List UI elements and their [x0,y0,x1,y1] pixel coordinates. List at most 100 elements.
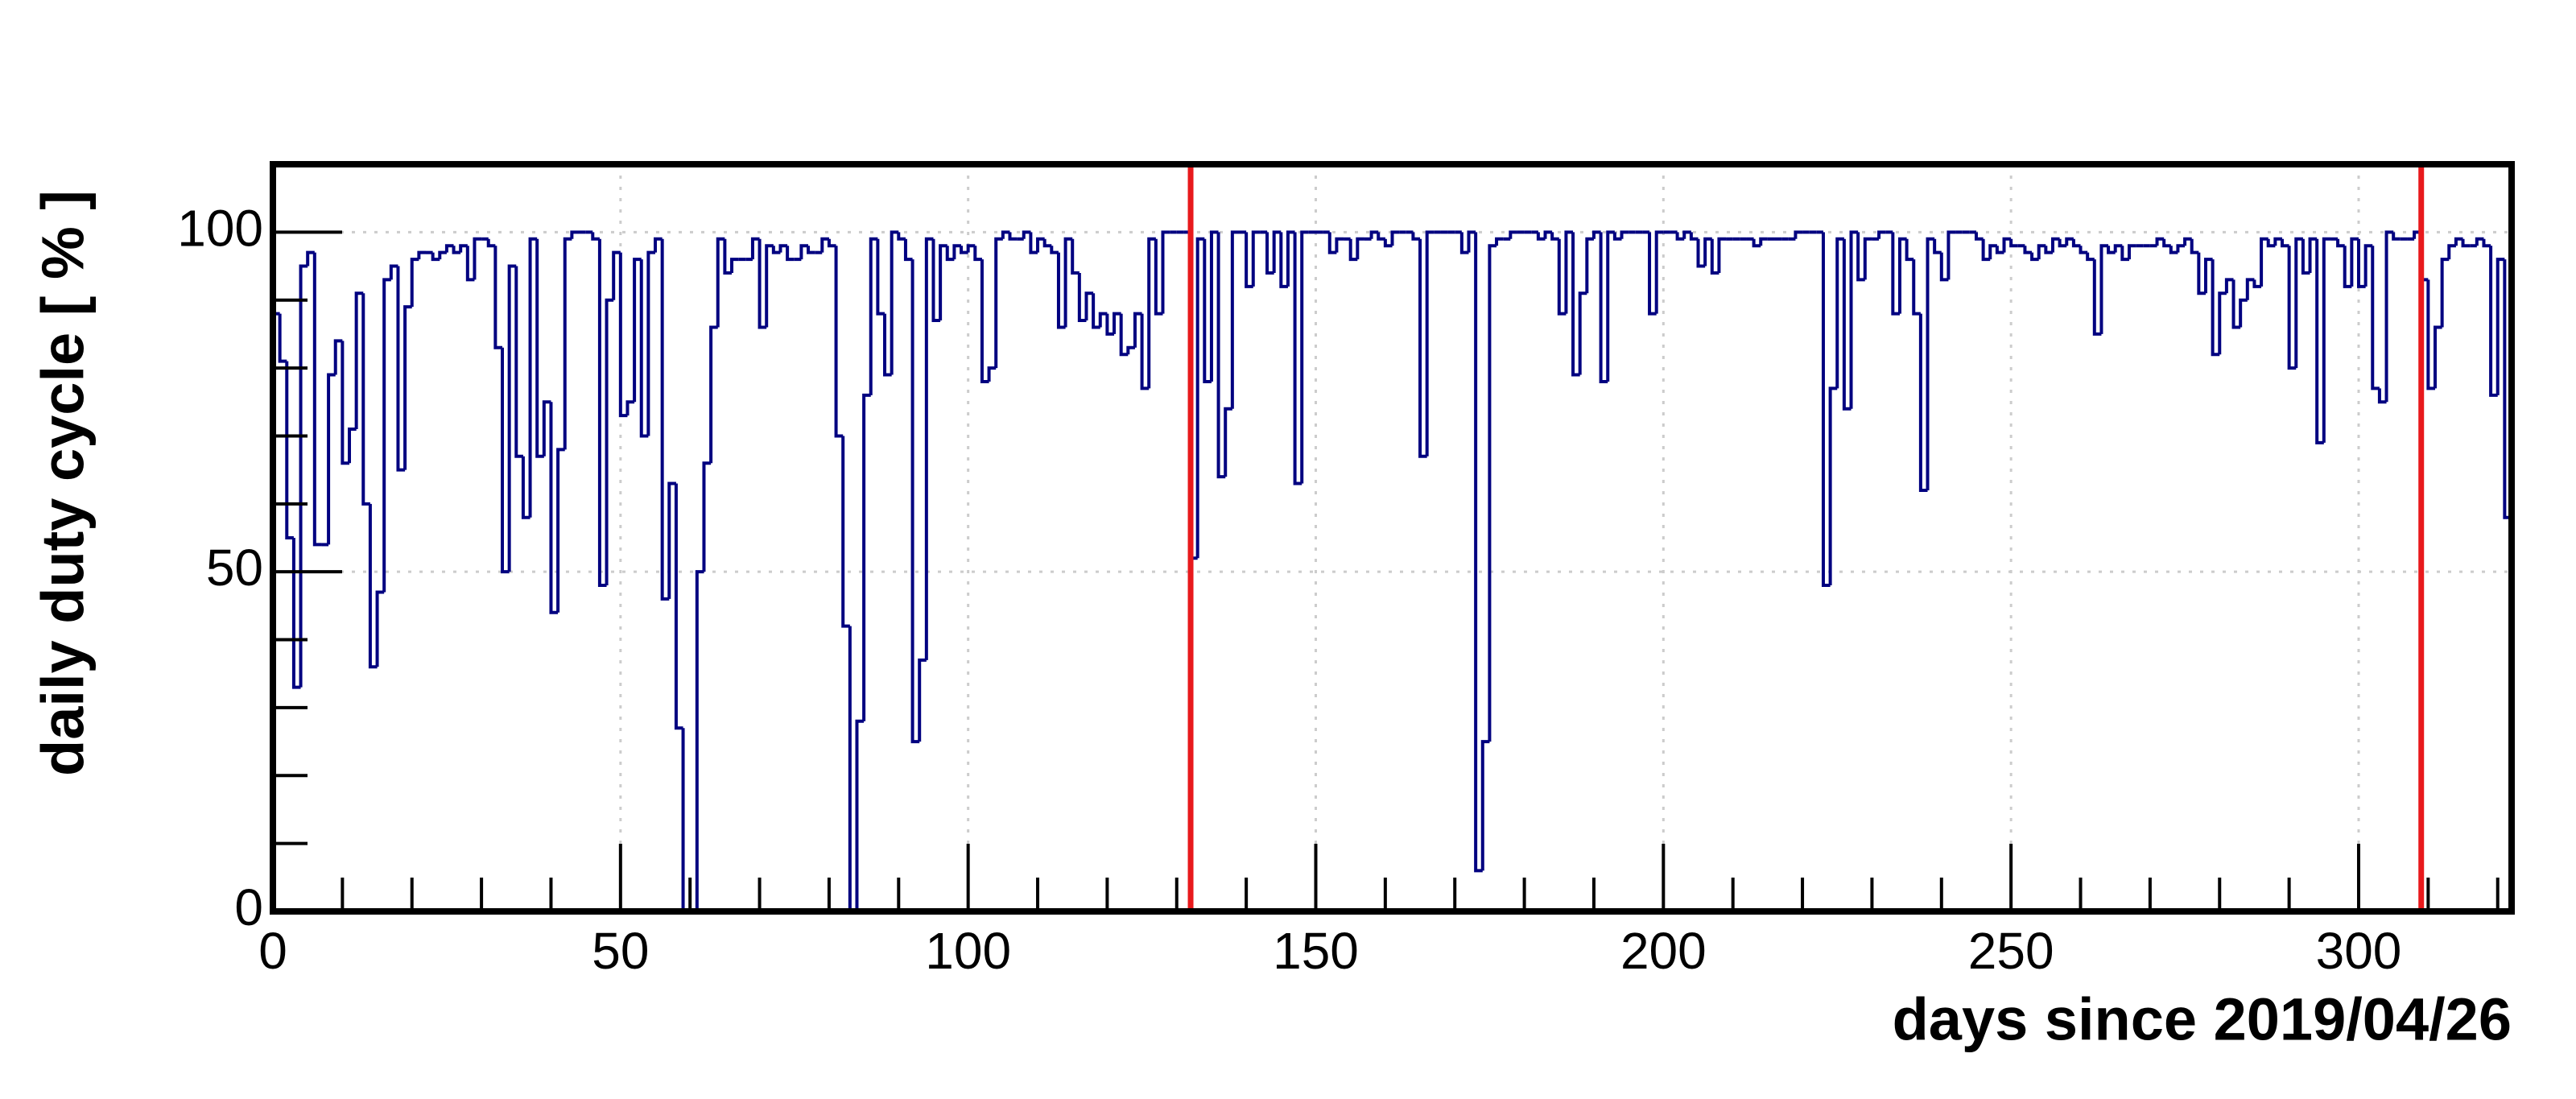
histogram-bin [1550,232,1559,241]
histogram-bin [1474,232,1483,873]
histogram-bin [570,230,580,239]
histogram-bin [750,237,760,260]
histogram-bin [2266,238,2276,248]
histogram-bin [1216,232,1226,479]
histogram-bin [2356,238,2366,288]
histogram-bin [2183,237,2192,246]
histogram-bin [1293,232,1302,485]
histogram-bin [1418,238,1427,458]
histogram-bin [1599,232,1608,383]
histogram-bin [1161,230,1170,314]
histogram-bin [1612,232,1622,241]
histogram-bin [2336,238,2345,248]
histogram-bin [431,252,440,262]
histogram-bin [403,305,412,470]
histogram-bin [1245,232,1253,288]
histogram-bin [960,246,968,254]
histogram-bin [2197,252,2206,295]
histogram-bin [375,590,385,667]
histogram-bin [862,393,871,721]
histogram-bin [556,448,565,613]
histogram-bin [278,313,287,363]
histogram-bin [312,252,322,547]
histogram-bin [2002,237,2012,253]
histogram-bin [521,456,530,519]
histogram-bin [1759,237,1768,246]
histogram-bin [459,244,468,253]
histogram-bin [1794,230,1803,239]
histogram-bin [2107,246,2116,254]
histogram-bin [1063,237,1073,328]
histogram-bin [2009,238,2018,248]
histogram-bin [1425,230,1435,457]
histogram-bin [2086,252,2095,262]
histogram-bin [1585,237,1594,294]
histogram-bin [2440,258,2450,328]
histogram-bin [2377,388,2387,404]
histogram-bin [924,237,934,660]
histogram-bin [1918,313,1928,492]
histogram-bin [2037,244,2046,260]
histogram-bin [291,538,301,689]
histogram-bin [1571,232,1580,377]
histogram-bin [2155,237,2165,246]
histogram-bin [2211,259,2220,357]
histogram-bin [591,232,600,241]
histogram-bin [2392,232,2401,241]
histogram-bin [876,238,886,316]
histogram-bin [2294,237,2303,369]
histogram-bin [285,361,294,539]
histogram-bin [563,237,572,450]
histogram-bin [931,238,941,323]
y-tick-label: 100 [177,199,263,257]
histogram-bin [910,259,920,744]
histogram-bin [1488,244,1497,742]
histogram-bin [2301,238,2310,275]
histogram-bin [2079,246,2088,254]
histogram-bin [2260,237,2268,287]
histogram-bin [2190,238,2199,254]
histogram-bin [820,237,829,253]
histogram-bin [348,428,357,464]
histogram-bin [1606,230,1615,382]
histogram-bin [903,238,913,262]
x-tick-label: 100 [925,922,1011,980]
histogram-bin [1383,238,1393,248]
x-tick-label: 150 [1273,922,1359,980]
histogram-bin [667,481,676,599]
x-tick-label: 300 [2316,922,2402,980]
histogram-bin [2273,237,2282,246]
histogram-bin [549,402,559,614]
histogram-bin [1265,232,1274,275]
histogram-bin [1835,237,1844,389]
histogram-bin [507,264,517,572]
histogram-bin [341,341,350,465]
histogram-bin [1710,238,1719,275]
histogram-bin [1557,238,1567,316]
histogram-bin [1022,230,1031,239]
histogram-bin [444,244,454,253]
histogram-bin [702,461,712,572]
histogram-bin [1620,230,1629,239]
histogram-bin [2224,278,2234,294]
histogram-bin [2447,244,2456,260]
histogram-bin [2169,246,2178,254]
histogram-bin [2092,259,2102,336]
histogram-bin [897,232,906,241]
histogram-bin [1480,740,1490,871]
histogram-bin [361,293,370,506]
histogram-bin [1856,232,1865,282]
histogram-bin [758,238,767,329]
histogram-bin [765,244,774,328]
histogram-bin [786,246,795,262]
histogram-bin [1126,345,1135,355]
histogram-bin [2023,246,2033,254]
histogram-bin [918,658,927,742]
histogram-bin [2343,246,2352,288]
histogram-bin [1251,230,1261,287]
histogram-bin [2287,246,2297,370]
histogram-bin [2058,238,2067,248]
histogram-bin [1905,238,1914,262]
